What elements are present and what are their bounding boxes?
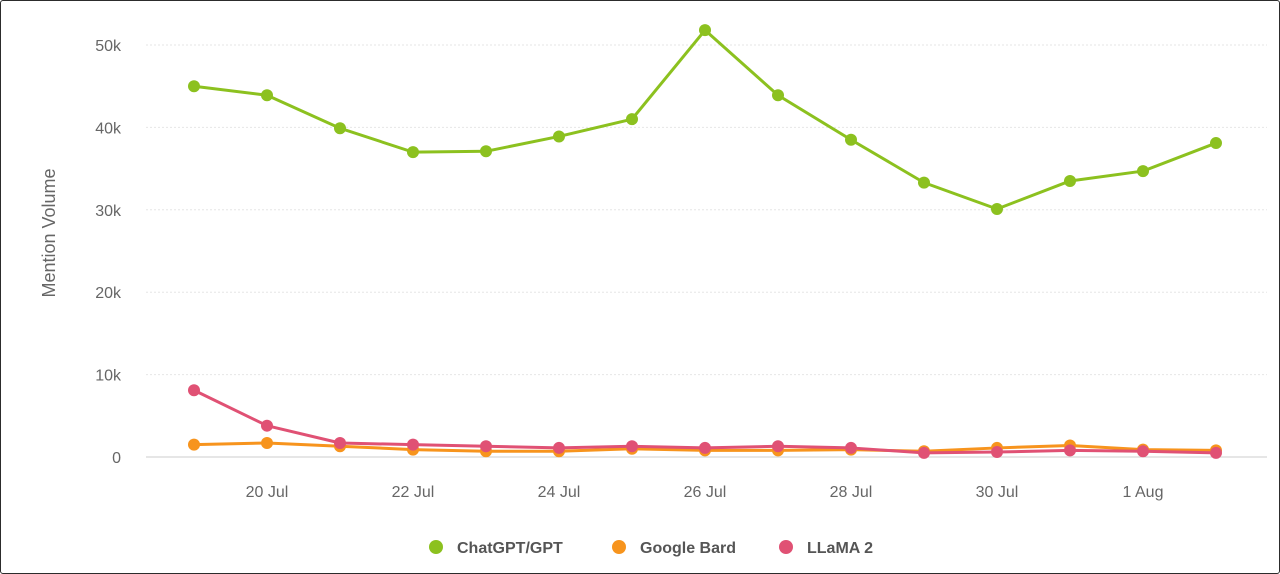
data-point-google-bard[interactable] (261, 436, 273, 449)
data-point-llama-2[interactable] (991, 446, 1003, 459)
y-axis-title: Mention Volume (39, 168, 59, 297)
data-point-google-bard[interactable] (188, 438, 200, 451)
data-point-chatgpt-gpt[interactable] (407, 146, 419, 159)
x-tick-label: 1 Aug (1123, 484, 1164, 501)
data-point-chatgpt-gpt[interactable] (480, 145, 492, 158)
data-point-llama-2[interactable] (188, 384, 200, 397)
y-tick-label: 50k (95, 38, 122, 55)
data-point-chatgpt-gpt[interactable] (626, 113, 638, 126)
data-point-llama-2[interactable] (553, 441, 565, 454)
data-point-chatgpt-gpt[interactable] (772, 89, 784, 102)
data-point-chatgpt-gpt[interactable] (553, 130, 565, 143)
data-point-chatgpt-gpt[interactable] (845, 133, 857, 146)
series-points (188, 24, 1222, 459)
data-point-llama-2[interactable] (407, 438, 419, 451)
x-tick-label: 22 Jul (392, 484, 435, 501)
series-line-chatgpt-gpt (192, 28, 1218, 211)
x-tick-label: 28 Jul (830, 484, 873, 501)
legend-label: Google Bard (640, 540, 736, 557)
legend-item-google-bard[interactable]: Google Bard (612, 540, 736, 557)
legend-marker (779, 540, 793, 554)
data-point-llama-2[interactable] (1064, 444, 1076, 457)
grid-lines (146, 44, 1267, 458)
x-axis-ticks: 20 Jul 22 Jul 24 Jul 26 Jul 28 Jul 30 Jul 1 Au… (246, 484, 1164, 501)
data-point-llama-2[interactable] (480, 440, 492, 453)
data-point-chatgpt-gpt[interactable] (918, 176, 930, 189)
data-point-chatgpt-gpt[interactable] (334, 122, 346, 135)
legend-marker (612, 540, 626, 554)
data-point-llama-2[interactable] (699, 441, 711, 454)
data-point-chatgpt-gpt[interactable] (699, 24, 711, 37)
y-tick-label: 30k (95, 203, 122, 220)
legend-item-llama-2[interactable]: LLaMA 2 (779, 540, 873, 557)
legend-item-chatgpt-gpt[interactable]: ChatGPT/GPT (429, 540, 563, 557)
series-lines (192, 28, 1218, 455)
legend-label: LLaMA 2 (807, 540, 873, 557)
data-point-chatgpt-gpt[interactable] (1210, 137, 1222, 150)
data-point-llama-2[interactable] (845, 441, 857, 454)
data-point-llama-2[interactable] (261, 419, 273, 432)
legend-marker (429, 540, 443, 554)
y-tick-label: 0 (112, 450, 121, 467)
data-point-llama-2[interactable] (772, 440, 784, 453)
data-point-chatgpt-gpt[interactable] (188, 80, 200, 93)
data-point-llama-2[interactable] (626, 440, 638, 453)
x-tick-label: 26 Jul (684, 484, 727, 501)
data-point-chatgpt-gpt[interactable] (991, 202, 1003, 215)
data-point-llama-2[interactable] (1210, 446, 1222, 459)
data-point-chatgpt-gpt[interactable] (1064, 174, 1076, 187)
legend-label: ChatGPT/GPT (457, 540, 563, 557)
data-point-chatgpt-gpt[interactable] (261, 89, 273, 102)
y-tick-label: 40k (95, 120, 122, 137)
data-point-llama-2[interactable] (334, 436, 346, 449)
data-point-chatgpt-gpt[interactable] (1137, 165, 1149, 178)
data-point-llama-2[interactable] (1137, 445, 1149, 458)
x-tick-label: 30 Jul (976, 484, 1019, 501)
y-tick-label: 20k (95, 285, 122, 302)
y-tick-label: 10k (95, 368, 122, 385)
legend: ChatGPT/GPT Google Bard LLaMA 2 (429, 540, 873, 557)
x-tick-label: 20 Jul (246, 484, 289, 501)
y-axis-ticks: 0 10k 20k 30k 40k 50k (95, 38, 122, 467)
x-tick-label: 24 Jul (538, 484, 581, 501)
data-point-llama-2[interactable] (918, 446, 930, 459)
